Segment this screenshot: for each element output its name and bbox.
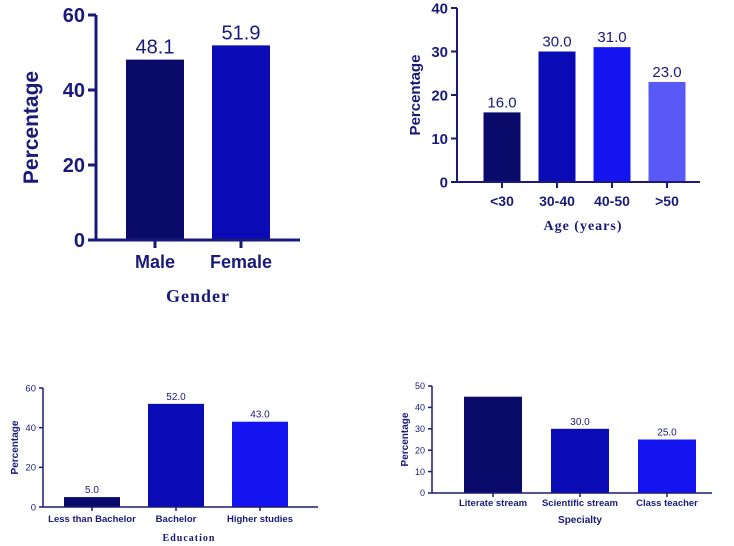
x-tick-label: Literate stream: [459, 498, 527, 509]
bar: [464, 396, 522, 493]
x-tick-label: Bachelor: [156, 514, 197, 525]
y-tick-label: 0: [74, 230, 85, 252]
bar: [148, 403, 204, 507]
y-tick-label: 40: [431, 0, 448, 17]
bar: [593, 47, 631, 183]
y-tick-label: 20: [63, 155, 85, 177]
bar-value-label: 43.0: [250, 410, 270, 421]
bar-value-label: 30.0: [570, 417, 590, 428]
y-tick-label: 20: [415, 445, 425, 455]
bar-value-label: 25.0: [657, 428, 677, 439]
education-chart: 5.0 Less than Bachelor 52.0 Bachelor 43.0 Hig…: [10, 383, 318, 544]
x-tick-label: Scientific stream: [542, 498, 618, 509]
x-tick-label: Male: [135, 252, 175, 272]
bar: [483, 112, 521, 182]
bar: [232, 421, 288, 507]
y-tick-label: 60: [25, 383, 36, 394]
x-tick-label: 40-50: [594, 193, 630, 209]
x-tick-label: Less than Bachelor: [48, 514, 136, 525]
y-tick-label: 50: [415, 381, 425, 391]
x-axis-label: Specialty: [558, 515, 602, 526]
y-tick-label: 20: [431, 87, 448, 104]
bar-value-label: 48.1: [136, 37, 175, 59]
x-axis-label: Gender: [166, 286, 230, 306]
y-axis-label: Percentage: [407, 55, 424, 136]
x-tick-label: Class teacher: [636, 498, 698, 509]
bar: [551, 428, 609, 493]
age-chart: 16.0 <30 30.0 30-40 31.0 40-50 23.0 >50 0 10 20 30 4…: [407, 0, 700, 234]
bar: [638, 439, 696, 493]
y-tick-label: 40: [63, 80, 85, 102]
x-tick-label: 30-40: [539, 193, 575, 209]
y-tick-label: 40: [25, 423, 36, 434]
bar-value-label: 5.0: [85, 485, 99, 496]
y-tick-label: 0: [440, 174, 448, 191]
bar: [64, 497, 120, 507]
y-tick-label: 20: [25, 463, 36, 474]
x-tick-label: Higher studies: [227, 514, 293, 525]
y-axis-label: Percentage: [400, 412, 411, 466]
bar-value-label: 31.0: [597, 29, 626, 46]
bar: [648, 81, 686, 182]
bar-value-label: 23.0: [652, 64, 681, 81]
y-tick-label: 40: [415, 403, 425, 413]
y-tick-label: 10: [415, 467, 425, 477]
gender-chart: 48.1 Male 51.9 Female 0 20 40 60 Percentage Gende…: [20, 5, 300, 306]
y-tick-label: 10: [431, 131, 448, 148]
x-tick-label: Female: [210, 252, 272, 272]
x-tick-label: >50: [655, 193, 679, 209]
y-tick-label: 0: [420, 488, 425, 498]
y-tick-label: 30: [431, 44, 448, 61]
y-tick-label: 60: [63, 5, 85, 27]
bar-value-label: 30.0: [542, 34, 571, 51]
y-axis-label: Percentage: [20, 71, 43, 184]
specialty-chart: Literate stream 30.0 Scientific stream 25.0…: [400, 381, 712, 526]
bar-value-label: 52.0: [166, 392, 186, 403]
bar-value-label: 16.0: [487, 94, 516, 111]
y-axis-label: Percentage: [10, 420, 21, 474]
x-axis-label: Age (years): [543, 219, 622, 234]
y-tick-label: 30: [415, 424, 425, 434]
y-tick-label: 0: [31, 502, 36, 513]
bar: [538, 51, 576, 182]
x-tick-label: <30: [490, 193, 514, 209]
bar-value-label: 51.9: [222, 22, 261, 44]
bar: [212, 45, 270, 240]
x-axis-label: Education: [163, 533, 216, 544]
bar: [126, 59, 184, 240]
